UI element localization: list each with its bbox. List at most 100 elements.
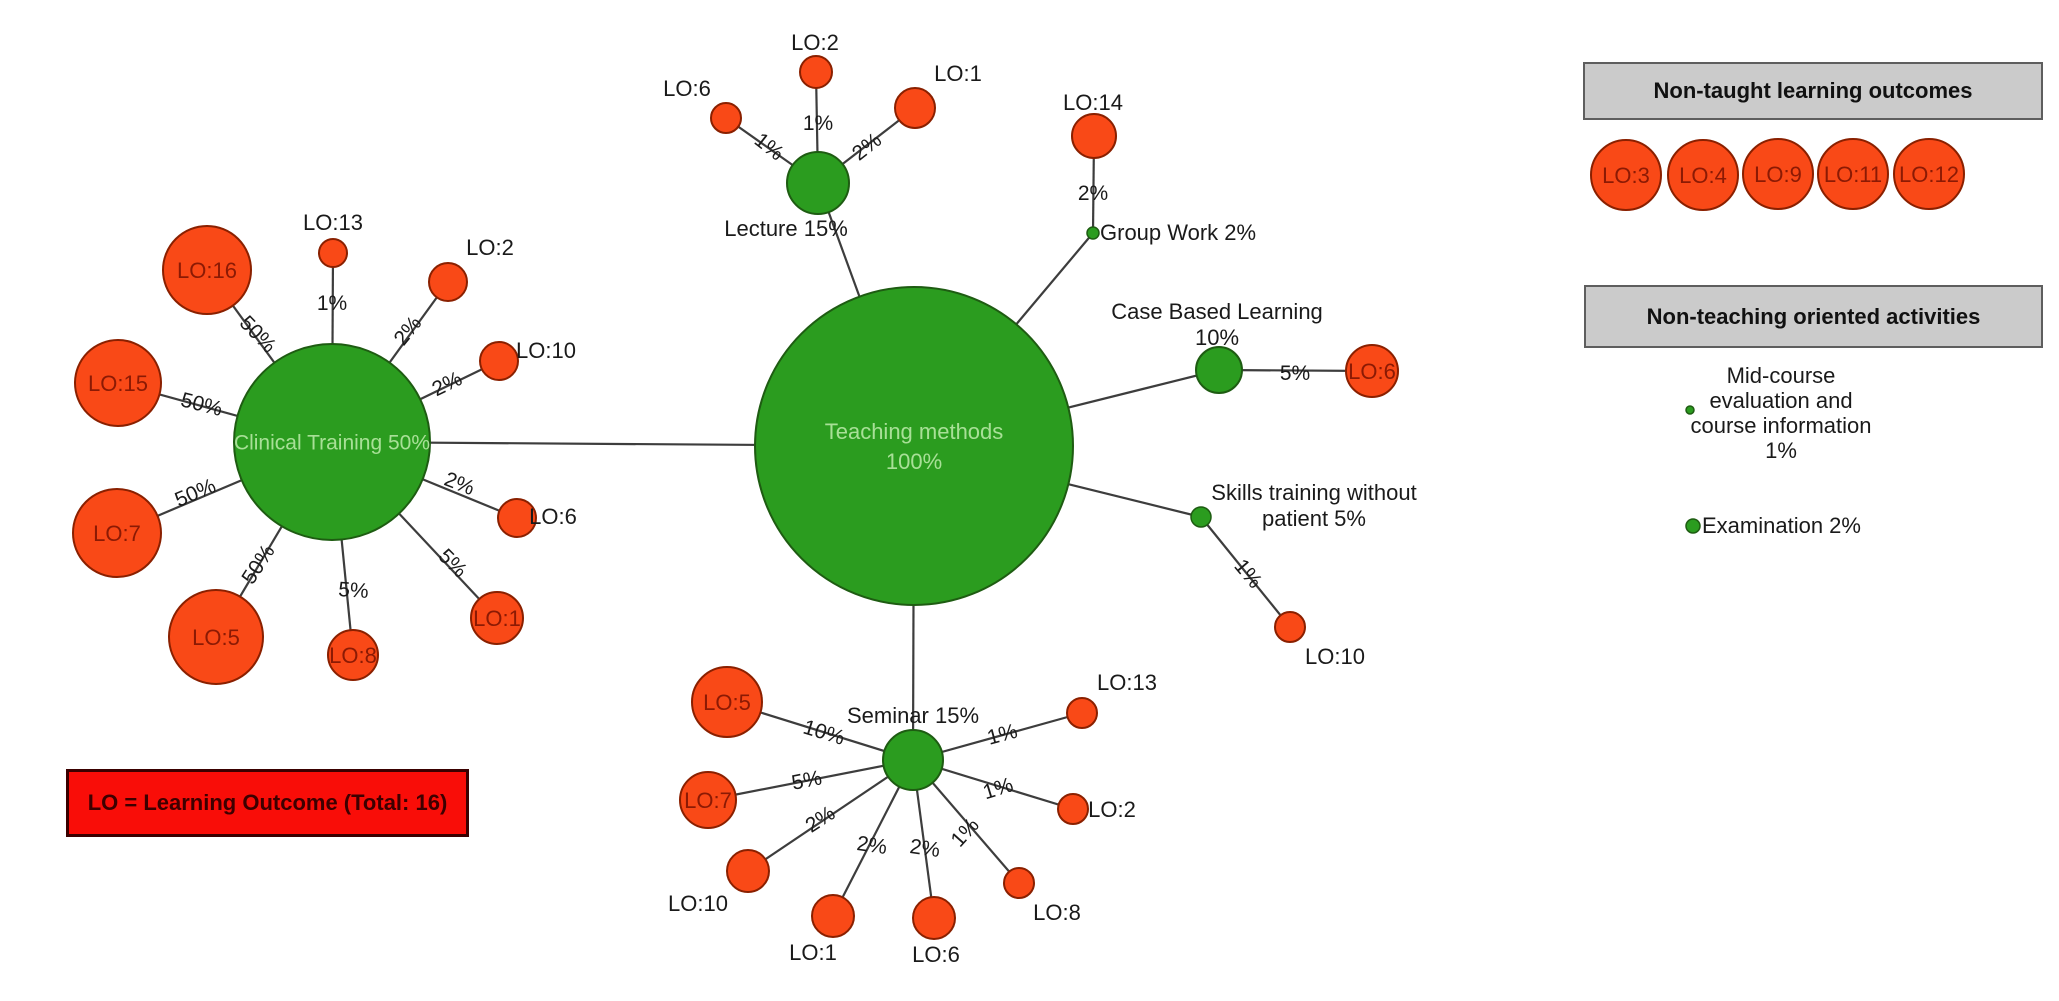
- node-label-seminar: Seminar 15%: [847, 703, 979, 728]
- node-s10: [1274, 611, 1306, 643]
- node-label-exam: Examination 2%: [1702, 513, 1861, 538]
- node-teaching: [754, 286, 1074, 606]
- edge-weight-label-clinical-c10: 2%: [428, 367, 465, 401]
- node-label-se7: LO:7: [684, 788, 732, 813]
- edge-weight-label-lecture-l6: 1%: [750, 128, 788, 165]
- node-c2: [428, 262, 468, 302]
- node-label-lg11: LO:11: [1824, 162, 1882, 187]
- node-label-lg12: LO:12: [1899, 162, 1959, 187]
- edge-weight-label-seminar-se1: 2%: [855, 832, 888, 859]
- node-label-se5: LO:5: [703, 690, 751, 715]
- node-label-lg4: LO:4: [1679, 163, 1727, 188]
- legend-non-taught-box: Non-taught learning outcomes: [1583, 62, 2043, 120]
- node-label-cb6: LO:6: [1348, 359, 1396, 384]
- node-label-teaching-line1: 100%: [886, 449, 942, 474]
- node-label-lecture: Lecture 15%: [724, 216, 848, 241]
- edge-weight-label-seminar-se7: 5%: [790, 766, 824, 794]
- node-se10: [726, 849, 770, 893]
- node-c5: [168, 589, 264, 685]
- node-lg4: [1667, 139, 1739, 211]
- node-label-casebased-line1: 10%: [1195, 325, 1239, 350]
- node-l2: [799, 55, 833, 89]
- node-label-l14: LO:14: [1063, 90, 1123, 115]
- node-se13: [1066, 697, 1098, 729]
- node-label-casebased-line0: Case Based Learning: [1111, 299, 1323, 324]
- lo-definition-text: LO = Learning Outcome (Total: 16): [87, 790, 448, 815]
- node-label-lg9: LO:9: [1754, 162, 1802, 187]
- edge-weight-label-clinical-c1: 5%: [434, 545, 472, 583]
- node-se5: [691, 666, 763, 738]
- node-clinical: [233, 343, 431, 541]
- node-lg3: [1590, 139, 1662, 211]
- node-label-c10: LO:10: [516, 338, 576, 363]
- node-label-c16: LO:16: [177, 258, 237, 283]
- edge-seminar-se10: [747, 759, 914, 872]
- edge-weight-label-clinical-c15: 50%: [178, 388, 224, 420]
- node-c8: [327, 629, 379, 681]
- node-c6: [497, 498, 537, 538]
- legend-non-taught-title: Non-taught learning outcomes: [1653, 78, 1973, 103]
- node-skills: [1190, 506, 1212, 528]
- node-label-se6: LO:6: [912, 942, 960, 967]
- node-label-teaching-line0: Teaching methods: [825, 419, 1004, 444]
- node-label-c7: LO:7: [93, 521, 141, 546]
- node-c1: [470, 591, 524, 645]
- edge-seminar-se7: [707, 758, 914, 802]
- node-lecture: [786, 151, 850, 215]
- node-label-l1: LO:1: [934, 61, 982, 86]
- edge-weight-label-casebased-cb6: 5%: [1280, 362, 1310, 385]
- node-label-c13: LO:13: [303, 210, 363, 235]
- node-label-c15: LO:15: [88, 371, 148, 396]
- node-l6: [710, 102, 742, 134]
- node-label-se2: LO:2: [1088, 797, 1136, 822]
- node-label-midcourse-line1: evaluation and: [1709, 388, 1852, 413]
- node-lg11: [1817, 138, 1889, 210]
- node-midcourse: [1685, 405, 1695, 415]
- edge-weight-label-clinical-c6: 2%: [441, 468, 478, 500]
- node-se2: [1057, 793, 1089, 825]
- node-c13: [318, 238, 348, 268]
- node-label-l2: LO:2: [791, 30, 839, 55]
- node-label-se13: LO:13: [1097, 670, 1157, 695]
- node-label-groupwork: Group Work 2%: [1100, 220, 1256, 245]
- edge-weight-label-seminar-se8: 1%: [946, 814, 983, 852]
- edge-weight-label-clinical-c8: 5%: [338, 578, 370, 603]
- node-label-midcourse-line3: 1%: [1765, 438, 1797, 463]
- node-label-se10: LO:10: [668, 891, 728, 916]
- node-se1: [811, 894, 855, 938]
- edge-weight-label-seminar-se6: 2%: [908, 835, 941, 862]
- node-label-c5: LO:5: [192, 625, 240, 650]
- node-groupwork: [1086, 226, 1100, 240]
- node-label-c6: LO:6: [529, 504, 577, 529]
- node-label-skills-line0: Skills training without: [1211, 480, 1416, 505]
- node-c16: [162, 225, 252, 315]
- edge-weight-label-seminar-se5: 10%: [800, 716, 847, 750]
- node-label-c8: LO:8: [329, 643, 377, 668]
- node-l14: [1071, 113, 1117, 159]
- edge-weight-label-lecture-l2: 1%: [803, 112, 833, 135]
- node-label-se8: LO:8: [1033, 900, 1081, 925]
- node-label-c1: LO:1: [473, 606, 521, 631]
- node-label-l6: LO:6: [663, 76, 711, 101]
- edge-weight-label-seminar-se2: 1%: [980, 773, 1016, 804]
- legend-non-teaching-box: Non-teaching oriented activities: [1584, 285, 2043, 348]
- node-label-lg3: LO:3: [1602, 163, 1650, 188]
- edge-weight-label-l14-groupwork: 2%: [1078, 182, 1108, 205]
- edge-skills-s10: [1200, 516, 1291, 628]
- node-c7: [72, 488, 162, 578]
- node-label-skills-line1: patient 5%: [1262, 506, 1366, 531]
- node-l1: [894, 87, 936, 129]
- edge-weight-label-clinical-c5: 50%: [237, 541, 279, 589]
- node-lg12: [1893, 138, 1965, 210]
- node-label-midcourse-line2: course information: [1691, 413, 1872, 438]
- node-lg9: [1742, 138, 1814, 210]
- node-se6: [912, 896, 956, 940]
- node-cb6: [1345, 344, 1399, 398]
- node-seminar: [882, 729, 944, 791]
- node-se7: [679, 771, 737, 829]
- node-se8: [1003, 867, 1035, 899]
- edge-weight-label-clinical-c13: 1%: [317, 292, 347, 315]
- node-label-s10: LO:10: [1305, 644, 1365, 669]
- node-casebased: [1195, 346, 1243, 394]
